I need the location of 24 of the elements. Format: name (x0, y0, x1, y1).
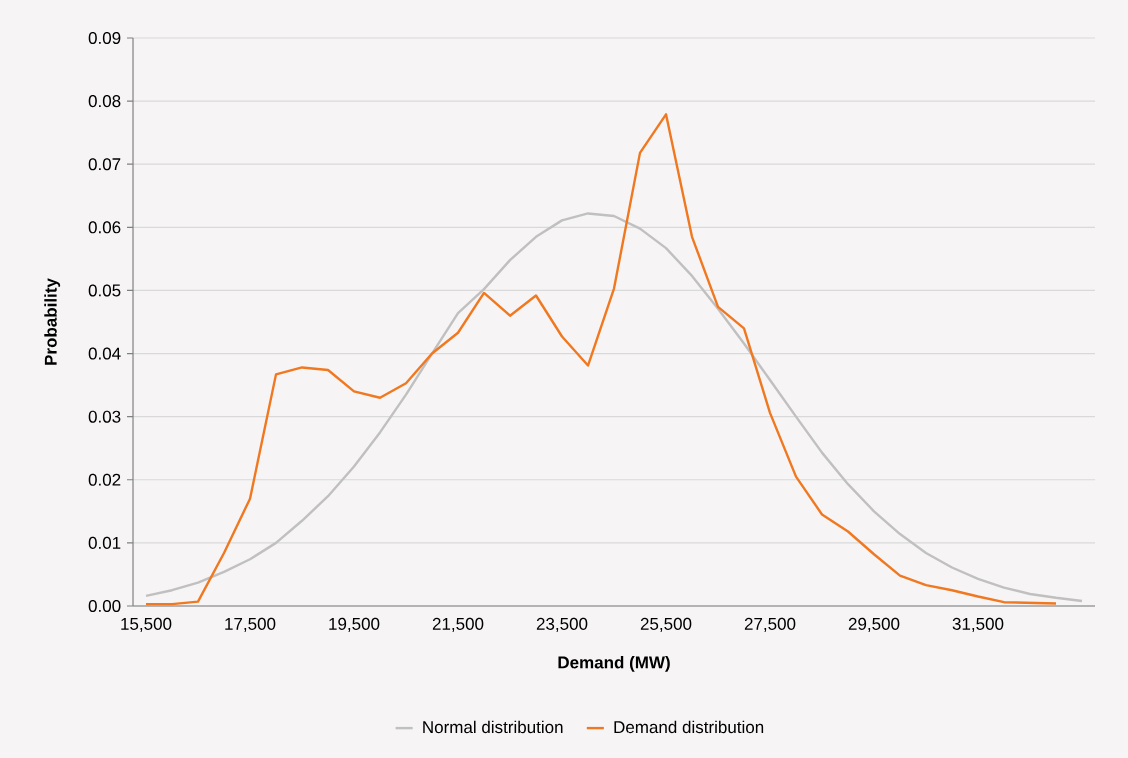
y-tick-label: 0.09 (88, 31, 121, 45)
x-tick-label: 17,500 (225, 617, 276, 632)
x-tick-label: 29,500 (848, 617, 900, 632)
y-tick-label: 0.01 (88, 536, 121, 549)
legend-label: Normal distribution (423, 720, 563, 734)
y-tick-label: 0.08 (88, 95, 121, 108)
y-tick-label: 0.06 (88, 221, 121, 234)
y-tick-label: 0.05 (88, 284, 121, 297)
x-tick-label: 31,500 (952, 617, 1004, 632)
x-tick-label: 27,500 (744, 617, 796, 632)
x-tick-label: 23,500 (536, 617, 588, 632)
y-tick-label: 0.02 (88, 473, 121, 486)
line-series (144, 212, 1084, 603)
legend-label: Demand distribution (614, 720, 764, 734)
x-axis-title: Demand (MW) (558, 656, 670, 672)
x-tick-label: 25,500 (640, 617, 692, 632)
y-tick-label: 0.03 (88, 410, 121, 423)
x-tick-label: 15,500 (121, 617, 172, 632)
y-tick-label: 0.04 (88, 347, 121, 360)
y-axis-title: Probability (44, 278, 61, 365)
y-tick-label: 0.00 (88, 599, 121, 613)
x-tick-label: 19,500 (329, 617, 380, 632)
y-tick-label: 0.07 (88, 158, 121, 171)
x-tick-label: 21,500 (432, 617, 484, 632)
